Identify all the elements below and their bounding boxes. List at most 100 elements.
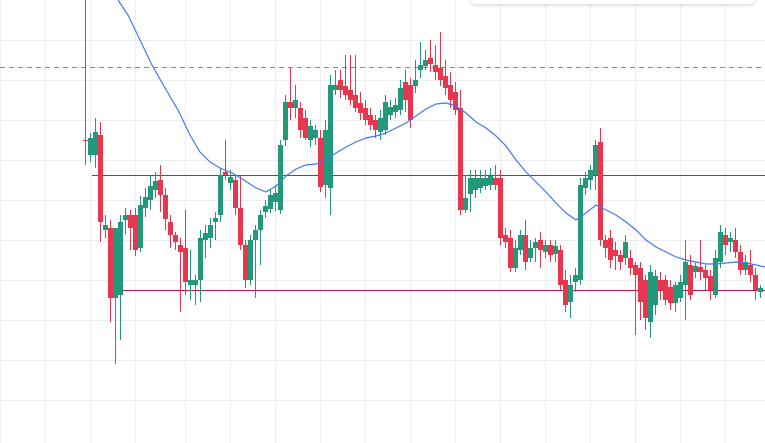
candle-body xyxy=(758,288,763,292)
candle-body xyxy=(308,126,313,140)
candle-body xyxy=(258,215,263,230)
candle-body xyxy=(338,80,343,90)
candle-body xyxy=(478,178,483,188)
candle-body xyxy=(323,130,328,185)
candle-body xyxy=(143,197,148,208)
candle-body xyxy=(373,120,378,130)
candle-body xyxy=(98,135,103,222)
candle-body xyxy=(553,246,558,254)
candle-body xyxy=(578,185,583,280)
candle-body xyxy=(138,205,143,248)
candle-body xyxy=(398,88,403,110)
candle-body xyxy=(743,262,748,270)
candle-body xyxy=(573,275,578,282)
candle-body xyxy=(733,240,738,252)
candle-body xyxy=(608,238,613,260)
candle-body xyxy=(698,267,703,272)
candle-body xyxy=(443,76,448,88)
candle-body xyxy=(298,108,303,130)
candle-body xyxy=(418,65,423,70)
candle-body xyxy=(113,228,118,298)
candle-body xyxy=(163,195,168,219)
candle-body xyxy=(93,132,98,155)
candle-body xyxy=(673,285,678,303)
candle-body xyxy=(153,181,158,190)
candle-body xyxy=(548,245,553,255)
candle-body xyxy=(543,245,548,252)
candle-body xyxy=(453,92,458,110)
candle-body xyxy=(708,276,713,290)
candle-body xyxy=(568,285,573,302)
candle-body xyxy=(178,245,183,252)
candle-body xyxy=(738,252,743,270)
candle-body xyxy=(348,90,353,100)
candle-body xyxy=(448,85,453,100)
candle-body xyxy=(343,86,348,95)
candle-body xyxy=(208,225,213,238)
candle-body xyxy=(283,102,288,140)
candle-body xyxy=(728,238,733,242)
candle-body xyxy=(263,206,268,212)
candle-body xyxy=(638,268,643,302)
candle-body xyxy=(123,215,128,220)
candle-body xyxy=(468,178,473,194)
candle-body xyxy=(273,193,278,202)
candle-body xyxy=(483,178,488,186)
candle-body xyxy=(133,215,138,250)
candle-body xyxy=(463,198,468,210)
candle-body xyxy=(388,107,393,115)
candle-body xyxy=(748,265,753,275)
candle-body xyxy=(693,266,698,272)
candle-body xyxy=(423,60,428,66)
candle-body xyxy=(103,225,108,230)
candle-body xyxy=(268,195,273,209)
candle-body xyxy=(413,80,418,86)
candle-body xyxy=(458,108,463,210)
candle-body xyxy=(528,248,533,258)
candle-body xyxy=(173,235,178,242)
candle-body xyxy=(228,177,233,183)
candle-body xyxy=(508,238,513,268)
candle-body xyxy=(513,248,518,268)
candle-body xyxy=(428,58,433,64)
candle-body xyxy=(583,178,588,188)
candle-body xyxy=(118,222,123,295)
toolbar-pill[interactable] xyxy=(470,0,755,4)
candle-body xyxy=(108,228,113,298)
candle-body xyxy=(678,282,683,298)
candle-body xyxy=(493,178,498,185)
candle-body xyxy=(688,265,693,295)
candle-body xyxy=(488,176,493,185)
candle-body xyxy=(658,280,663,290)
candle-body xyxy=(248,240,253,280)
candle-body xyxy=(683,262,688,285)
candle-body xyxy=(538,240,543,250)
candle-body xyxy=(403,82,408,100)
candle-body xyxy=(663,280,668,300)
candle-body xyxy=(643,280,648,318)
candle-body xyxy=(498,178,503,238)
candle-body xyxy=(518,235,523,250)
candle-body xyxy=(328,85,333,188)
candle-body xyxy=(613,250,618,256)
candle-body xyxy=(438,68,443,80)
candle-body xyxy=(588,170,593,180)
candle-body xyxy=(128,215,133,228)
candle-body xyxy=(198,238,203,280)
candle-body xyxy=(523,235,528,262)
candle-body xyxy=(238,208,243,245)
candle-body xyxy=(148,186,153,200)
candle-body xyxy=(278,145,283,210)
candle-body xyxy=(378,118,383,132)
candle-body xyxy=(213,218,218,222)
candles xyxy=(83,0,763,364)
candle-body xyxy=(233,180,238,208)
candle-body xyxy=(753,275,758,290)
candle-body xyxy=(288,102,293,108)
candle-body xyxy=(703,270,708,278)
candle-body xyxy=(503,235,508,242)
candle-body xyxy=(408,85,413,120)
